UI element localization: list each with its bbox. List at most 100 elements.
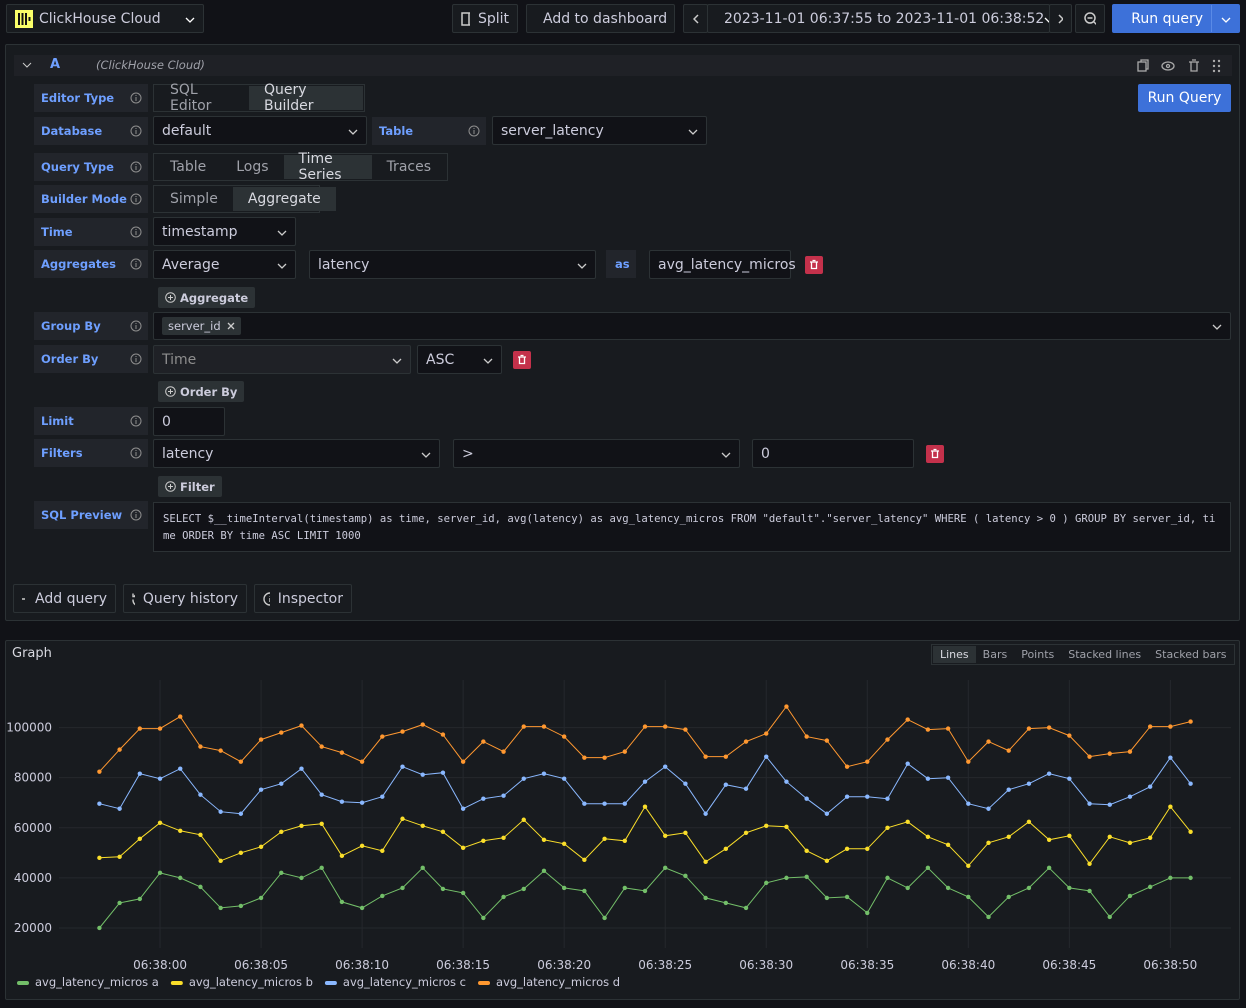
option[interactable]: Query Builder	[249, 86, 363, 110]
data-point	[501, 794, 505, 798]
data-point	[784, 876, 788, 880]
data-point	[804, 734, 808, 738]
data-point	[360, 844, 364, 848]
data-point	[825, 859, 829, 863]
zoom-out[interactable]	[1075, 4, 1105, 33]
data-point	[1188, 719, 1192, 723]
data-point	[138, 771, 142, 775]
datasource-name: ClickHouse Cloud	[39, 11, 161, 27]
data-point	[1067, 733, 1071, 737]
order-direction[interactable]: ASC	[417, 345, 502, 374]
data-point	[239, 812, 243, 816]
option[interactable]: Traces	[372, 155, 446, 179]
field-label: Group By	[34, 312, 148, 340]
data-point	[218, 859, 222, 863]
collapse-toggle[interactable]	[22, 62, 32, 68]
data-point	[703, 896, 707, 900]
field-label: Table	[372, 117, 486, 145]
add-to-dashboard[interactable]: Add to dashboard	[526, 4, 675, 33]
delete-button[interactable]	[513, 351, 531, 369]
data-point	[744, 787, 748, 791]
option[interactable]: SQL Editor	[155, 86, 249, 110]
delete-button[interactable]	[805, 256, 823, 274]
data-point	[784, 704, 788, 708]
time-back[interactable]	[683, 4, 708, 33]
option[interactable]: Table	[155, 155, 221, 179]
data-point	[885, 737, 889, 741]
info-icon	[130, 415, 142, 427]
add-order-by[interactable]: Order By	[158, 381, 244, 402]
time-select[interactable]: timestamp	[153, 217, 296, 246]
time-picker[interactable]: 2023-11-01 06:37:55 to 2023-11-01 06:38:…	[707, 4, 1050, 33]
option[interactable]: Simple	[155, 187, 233, 211]
inspector-button[interactable]: Inspector	[254, 584, 352, 613]
database-select[interactable]: default	[153, 116, 367, 145]
data-point	[178, 829, 182, 833]
data-point	[1108, 835, 1112, 839]
select-value: Time	[162, 352, 196, 368]
data-point	[158, 776, 162, 780]
time-forward[interactable]	[1049, 4, 1072, 33]
info-icon	[130, 447, 142, 459]
table-select[interactable]: server_latency	[492, 116, 707, 145]
logo	[15, 10, 33, 28]
datasource-picker[interactable]: ClickHouse Cloud	[6, 4, 204, 33]
data-point	[1148, 784, 1152, 788]
data-point	[218, 810, 222, 814]
legend-label: avg_latency_micros d	[496, 975, 620, 989]
group-by-tag[interactable]: server_id	[162, 317, 241, 335]
data-point	[845, 847, 849, 851]
field-label: SQL Preview	[34, 501, 148, 529]
data-point	[1168, 876, 1172, 880]
data-point	[724, 847, 728, 851]
field-label: Editor Type	[34, 84, 148, 112]
run-query-button[interactable]: Run query	[1112, 4, 1240, 33]
data-point	[441, 887, 445, 891]
data-point	[1007, 788, 1011, 792]
filter-operator[interactable]: >	[453, 439, 740, 468]
delete-button[interactable]	[926, 445, 944, 463]
filter-value[interactable]: 0	[752, 439, 914, 468]
data-point	[663, 834, 667, 838]
data-point	[1128, 749, 1132, 753]
data-point	[360, 801, 364, 805]
add-filter[interactable]: Filter	[158, 476, 222, 497]
query-history-button[interactable]: Query history	[123, 584, 247, 613]
data-point	[663, 724, 667, 728]
option[interactable]: Time Series	[284, 155, 372, 179]
split-button[interactable]: Split	[452, 4, 518, 33]
option[interactable]: Aggregate	[233, 187, 336, 211]
info-icon	[130, 353, 142, 365]
data-point	[481, 916, 485, 920]
data-point	[663, 866, 667, 870]
run-query-inline[interactable]: Run Query	[1138, 84, 1231, 112]
data-point	[986, 915, 990, 919]
query-row-actions[interactable]	[1136, 59, 1224, 73]
data-point	[784, 779, 788, 783]
aggregate-function[interactable]: Average	[153, 250, 296, 279]
add-aggregate[interactable]: Aggregate	[158, 287, 255, 308]
limit-input[interactable]: 0	[153, 407, 225, 436]
data-point	[239, 759, 243, 763]
data-point	[926, 866, 930, 870]
data-point	[683, 831, 687, 835]
filter-column[interactable]: latency	[153, 439, 440, 468]
series-line	[99, 807, 1190, 866]
data-point	[582, 858, 586, 862]
aggregate-column[interactable]: latency	[309, 250, 596, 279]
data-point	[764, 824, 768, 828]
alias-input[interactable]: avg_latency_micros	[649, 250, 791, 279]
order-by-column[interactable]: Time	[153, 345, 411, 374]
button-label: Inspector	[278, 591, 343, 607]
add-query-button[interactable]: Add query	[13, 584, 116, 613]
chevron	[277, 263, 287, 269]
data-point	[340, 800, 344, 804]
data-point	[926, 727, 930, 731]
data-point	[764, 754, 768, 758]
data-point	[1027, 820, 1031, 824]
option[interactable]: Logs	[221, 155, 283, 179]
data-point	[643, 724, 647, 728]
data-point	[1007, 748, 1011, 752]
group-by-select[interactable]: server_id	[153, 312, 1231, 340]
data-point	[1168, 755, 1172, 759]
